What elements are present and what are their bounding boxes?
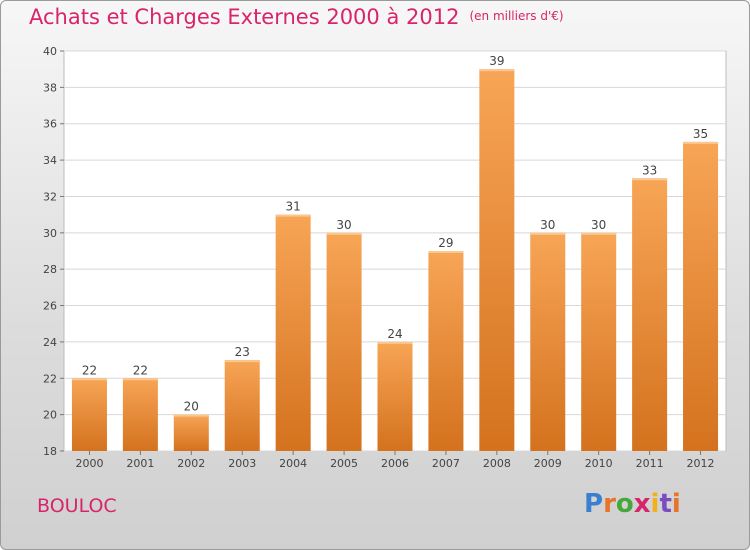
proxiti-logo: Proxiti xyxy=(584,489,681,519)
data-label: 29 xyxy=(438,236,453,250)
data-label: 23 xyxy=(235,345,250,359)
y-tick-label: 28 xyxy=(43,263,57,276)
bar-highlight xyxy=(632,178,668,181)
y-tick-label: 22 xyxy=(43,372,57,385)
y-axis: 18 20 22 24 26 28 30 32 34 36 38 40 xyxy=(43,45,64,458)
logo-letter: r xyxy=(603,489,616,519)
bar-highlight xyxy=(71,378,107,381)
bar-highlight xyxy=(275,214,311,217)
bar-2007 xyxy=(428,251,464,451)
logo-letter: o xyxy=(615,489,634,519)
bar-highlight xyxy=(224,360,260,363)
bars: 22 22 20 23 31 30 24 29 39 30 30 33 35 xyxy=(71,54,719,452)
y-tick-label: 38 xyxy=(43,81,57,94)
y-tick-label: 20 xyxy=(43,409,57,422)
bar-2008 xyxy=(479,69,515,451)
x-axis: 2000 2001 2002 2003 2004 2005 2006 2007 2008 2009… xyxy=(75,451,715,470)
y-tick-label: 36 xyxy=(43,118,57,131)
data-label: 22 xyxy=(133,363,148,377)
x-tick-label: 2011 xyxy=(636,457,664,470)
bar-2000 xyxy=(71,378,107,451)
bar-highlight xyxy=(122,378,158,381)
bar-2006 xyxy=(377,341,413,451)
bar-2003 xyxy=(224,360,260,451)
data-label: 30 xyxy=(336,218,351,232)
title-text: Achats et Charges Externes 2000 à 2012 xyxy=(29,5,460,29)
bar-2011 xyxy=(632,178,668,452)
unit-note: (en milliers d'€) xyxy=(469,9,564,23)
y-tick-label: 40 xyxy=(43,45,57,58)
x-tick-label: 2009 xyxy=(534,457,562,470)
bar-2001 xyxy=(122,378,158,451)
y-tick-label: 34 xyxy=(43,154,57,167)
bar-highlight xyxy=(683,141,719,144)
x-tick-label: 2004 xyxy=(279,457,307,470)
logo-letter: i xyxy=(650,489,660,519)
x-tick-label: 2008 xyxy=(483,457,511,470)
x-tick-label: 2000 xyxy=(75,457,103,470)
logo-letter: x xyxy=(633,489,651,519)
bar-2010 xyxy=(581,232,617,451)
data-label: 22 xyxy=(82,363,97,377)
data-label: 30 xyxy=(540,218,555,232)
bar-2002 xyxy=(173,414,209,451)
y-tick-label: 30 xyxy=(43,227,57,240)
x-tick-label: 2001 xyxy=(126,457,154,470)
x-tick-label: 2003 xyxy=(228,457,256,470)
x-tick-label: 2010 xyxy=(585,457,613,470)
bar-2012 xyxy=(683,141,719,451)
bar-highlight xyxy=(377,341,413,344)
data-label: 24 xyxy=(387,327,402,341)
logo-letter: t xyxy=(659,489,672,519)
data-label: 31 xyxy=(286,200,301,214)
bar-highlight xyxy=(326,232,362,235)
bar-2004 xyxy=(275,214,311,451)
x-tick-label: 2006 xyxy=(381,457,409,470)
data-label: 30 xyxy=(591,218,606,232)
x-tick-label: 2005 xyxy=(330,457,358,470)
data-label: 39 xyxy=(489,54,504,68)
town-name: BOULOC xyxy=(37,495,117,517)
logo-letter: i xyxy=(671,489,681,519)
y-tick-label: 32 xyxy=(43,190,57,203)
logo-letter: P xyxy=(584,489,604,519)
data-label: 33 xyxy=(642,163,657,177)
bar-2005 xyxy=(326,232,362,451)
chart-title: Achats et Charges Externes 2000 à 2012 (e… xyxy=(29,5,564,29)
x-tick-label: 2012 xyxy=(687,457,715,470)
data-label: 20 xyxy=(184,400,199,414)
x-tick-label: 2002 xyxy=(177,457,205,470)
bar-highlight xyxy=(530,232,566,235)
x-tick-label: 2007 xyxy=(432,457,460,470)
bar-highlight xyxy=(581,232,617,235)
data-label: 35 xyxy=(693,127,708,141)
bar-highlight xyxy=(173,414,209,417)
y-tick-label: 18 xyxy=(43,445,57,458)
bar-highlight xyxy=(428,251,464,253)
y-tick-label: 26 xyxy=(43,300,57,313)
bar-2009 xyxy=(530,232,566,451)
y-tick-label: 24 xyxy=(43,336,57,349)
bar-highlight xyxy=(479,69,515,72)
